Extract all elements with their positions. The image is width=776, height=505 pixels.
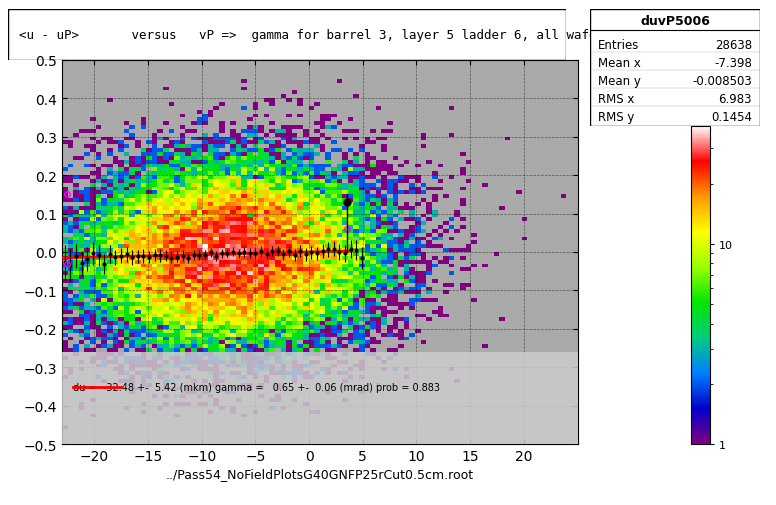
Text: 28638: 28638 bbox=[715, 38, 752, 52]
Text: <u - uP>       versus   vP =>  gamma for barrel 3, layer 5 ladder 6, all wafers: <u - uP> versus vP => gamma for barrel 3… bbox=[19, 29, 611, 42]
Text: 6.983: 6.983 bbox=[719, 92, 752, 106]
Text: RMS y: RMS y bbox=[598, 111, 635, 123]
Text: RMS x: RMS x bbox=[598, 92, 635, 106]
Text: -7.398: -7.398 bbox=[714, 57, 752, 69]
Text: du =  -32.48 +-  5.42 (mkm) gamma =   0.65 +-  0.06 (mrad) prob = 0.883: du = -32.48 +- 5.42 (mkm) gamma = 0.65 +… bbox=[73, 382, 440, 392]
Text: Mean y: Mean y bbox=[598, 74, 641, 87]
X-axis label: ../Pass54_NoFieldPlotsG40GNFP25rCut0.5cm.root: ../Pass54_NoFieldPlotsG40GNFP25rCut0.5cm… bbox=[166, 468, 474, 480]
Text: Entries: Entries bbox=[598, 38, 639, 52]
Text: 0.1454: 0.1454 bbox=[711, 111, 752, 123]
Bar bbox=[62, 352, 577, 444]
Text: duvP5006: duvP5006 bbox=[640, 15, 710, 28]
Text: -0.008503: -0.008503 bbox=[692, 74, 752, 87]
Text: Mean x: Mean x bbox=[598, 57, 641, 69]
